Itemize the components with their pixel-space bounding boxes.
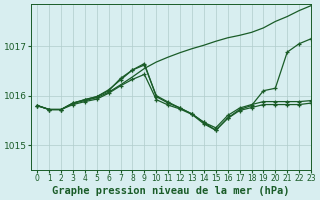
X-axis label: Graphe pression niveau de la mer (hPa): Graphe pression niveau de la mer (hPa)	[52, 186, 290, 196]
